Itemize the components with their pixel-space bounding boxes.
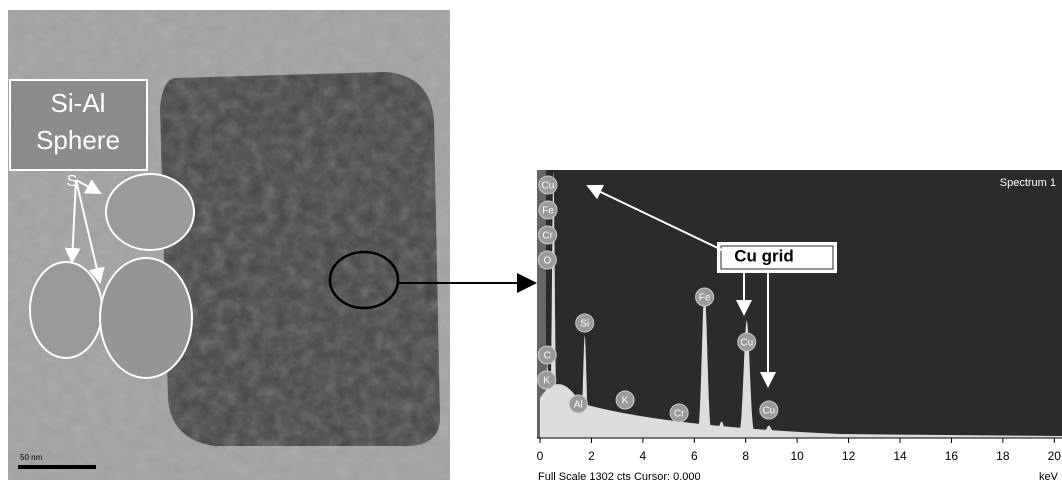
x-unit: keV (1039, 471, 1059, 483)
x-tick-label: 2 (588, 449, 595, 463)
scale-bar-label: 50 nm (20, 453, 43, 462)
sphere (30, 262, 102, 358)
marker-label: Al (574, 400, 583, 411)
marker-label: Si (580, 319, 589, 330)
marker-label: Cu (762, 406, 775, 417)
marker-label: Fe (542, 206, 554, 217)
x-tick-label: 0 (537, 449, 544, 463)
label-line: Sphere (36, 125, 120, 155)
annotation: Cu grid (734, 246, 794, 265)
figure: Si-Al Sphere S 50 nm Spectrum 1 Full Sca… (0, 0, 1062, 483)
marker-label: K (622, 396, 629, 407)
x-tick-label: 16 (945, 449, 959, 463)
marker-label: Fe (699, 293, 711, 304)
marker-label: Cu (740, 338, 753, 349)
marker-label: Cr (674, 409, 685, 420)
x-tick-label: 10 (790, 449, 804, 463)
label-line: Si-Al (51, 88, 106, 118)
marker-label: O (543, 256, 551, 267)
marker-label: Cu (542, 181, 555, 192)
spectrum-footer: Full Scale 1302 cts Cursor: 0.000 (538, 471, 701, 483)
x-tick-label: 6 (691, 449, 698, 463)
marker-label: Cr (542, 231, 553, 242)
x-tick-label: 20 (1048, 449, 1062, 463)
x-tick-label: 12 (842, 449, 856, 463)
sphere (106, 174, 194, 250)
spectrum-panel (537, 170, 1062, 438)
x-tick-label: 14 (893, 449, 907, 463)
x-tick-label: 4 (640, 449, 647, 463)
sphere (100, 258, 192, 378)
particle-texture (160, 72, 440, 446)
tem-image: Si-Al Sphere S 50 nm (8, 10, 450, 480)
marker-label: C (544, 351, 551, 362)
marker-label: K (543, 376, 550, 387)
x-axis: 0 2 4 6 8 10 12 14 16 18 20 (537, 438, 1062, 463)
spectrum-title: Spectrum 1 (1000, 177, 1056, 189)
x-tick-label: 8 (742, 449, 749, 463)
x-tick-label: 18 (996, 449, 1010, 463)
scale-bar (18, 465, 96, 469)
